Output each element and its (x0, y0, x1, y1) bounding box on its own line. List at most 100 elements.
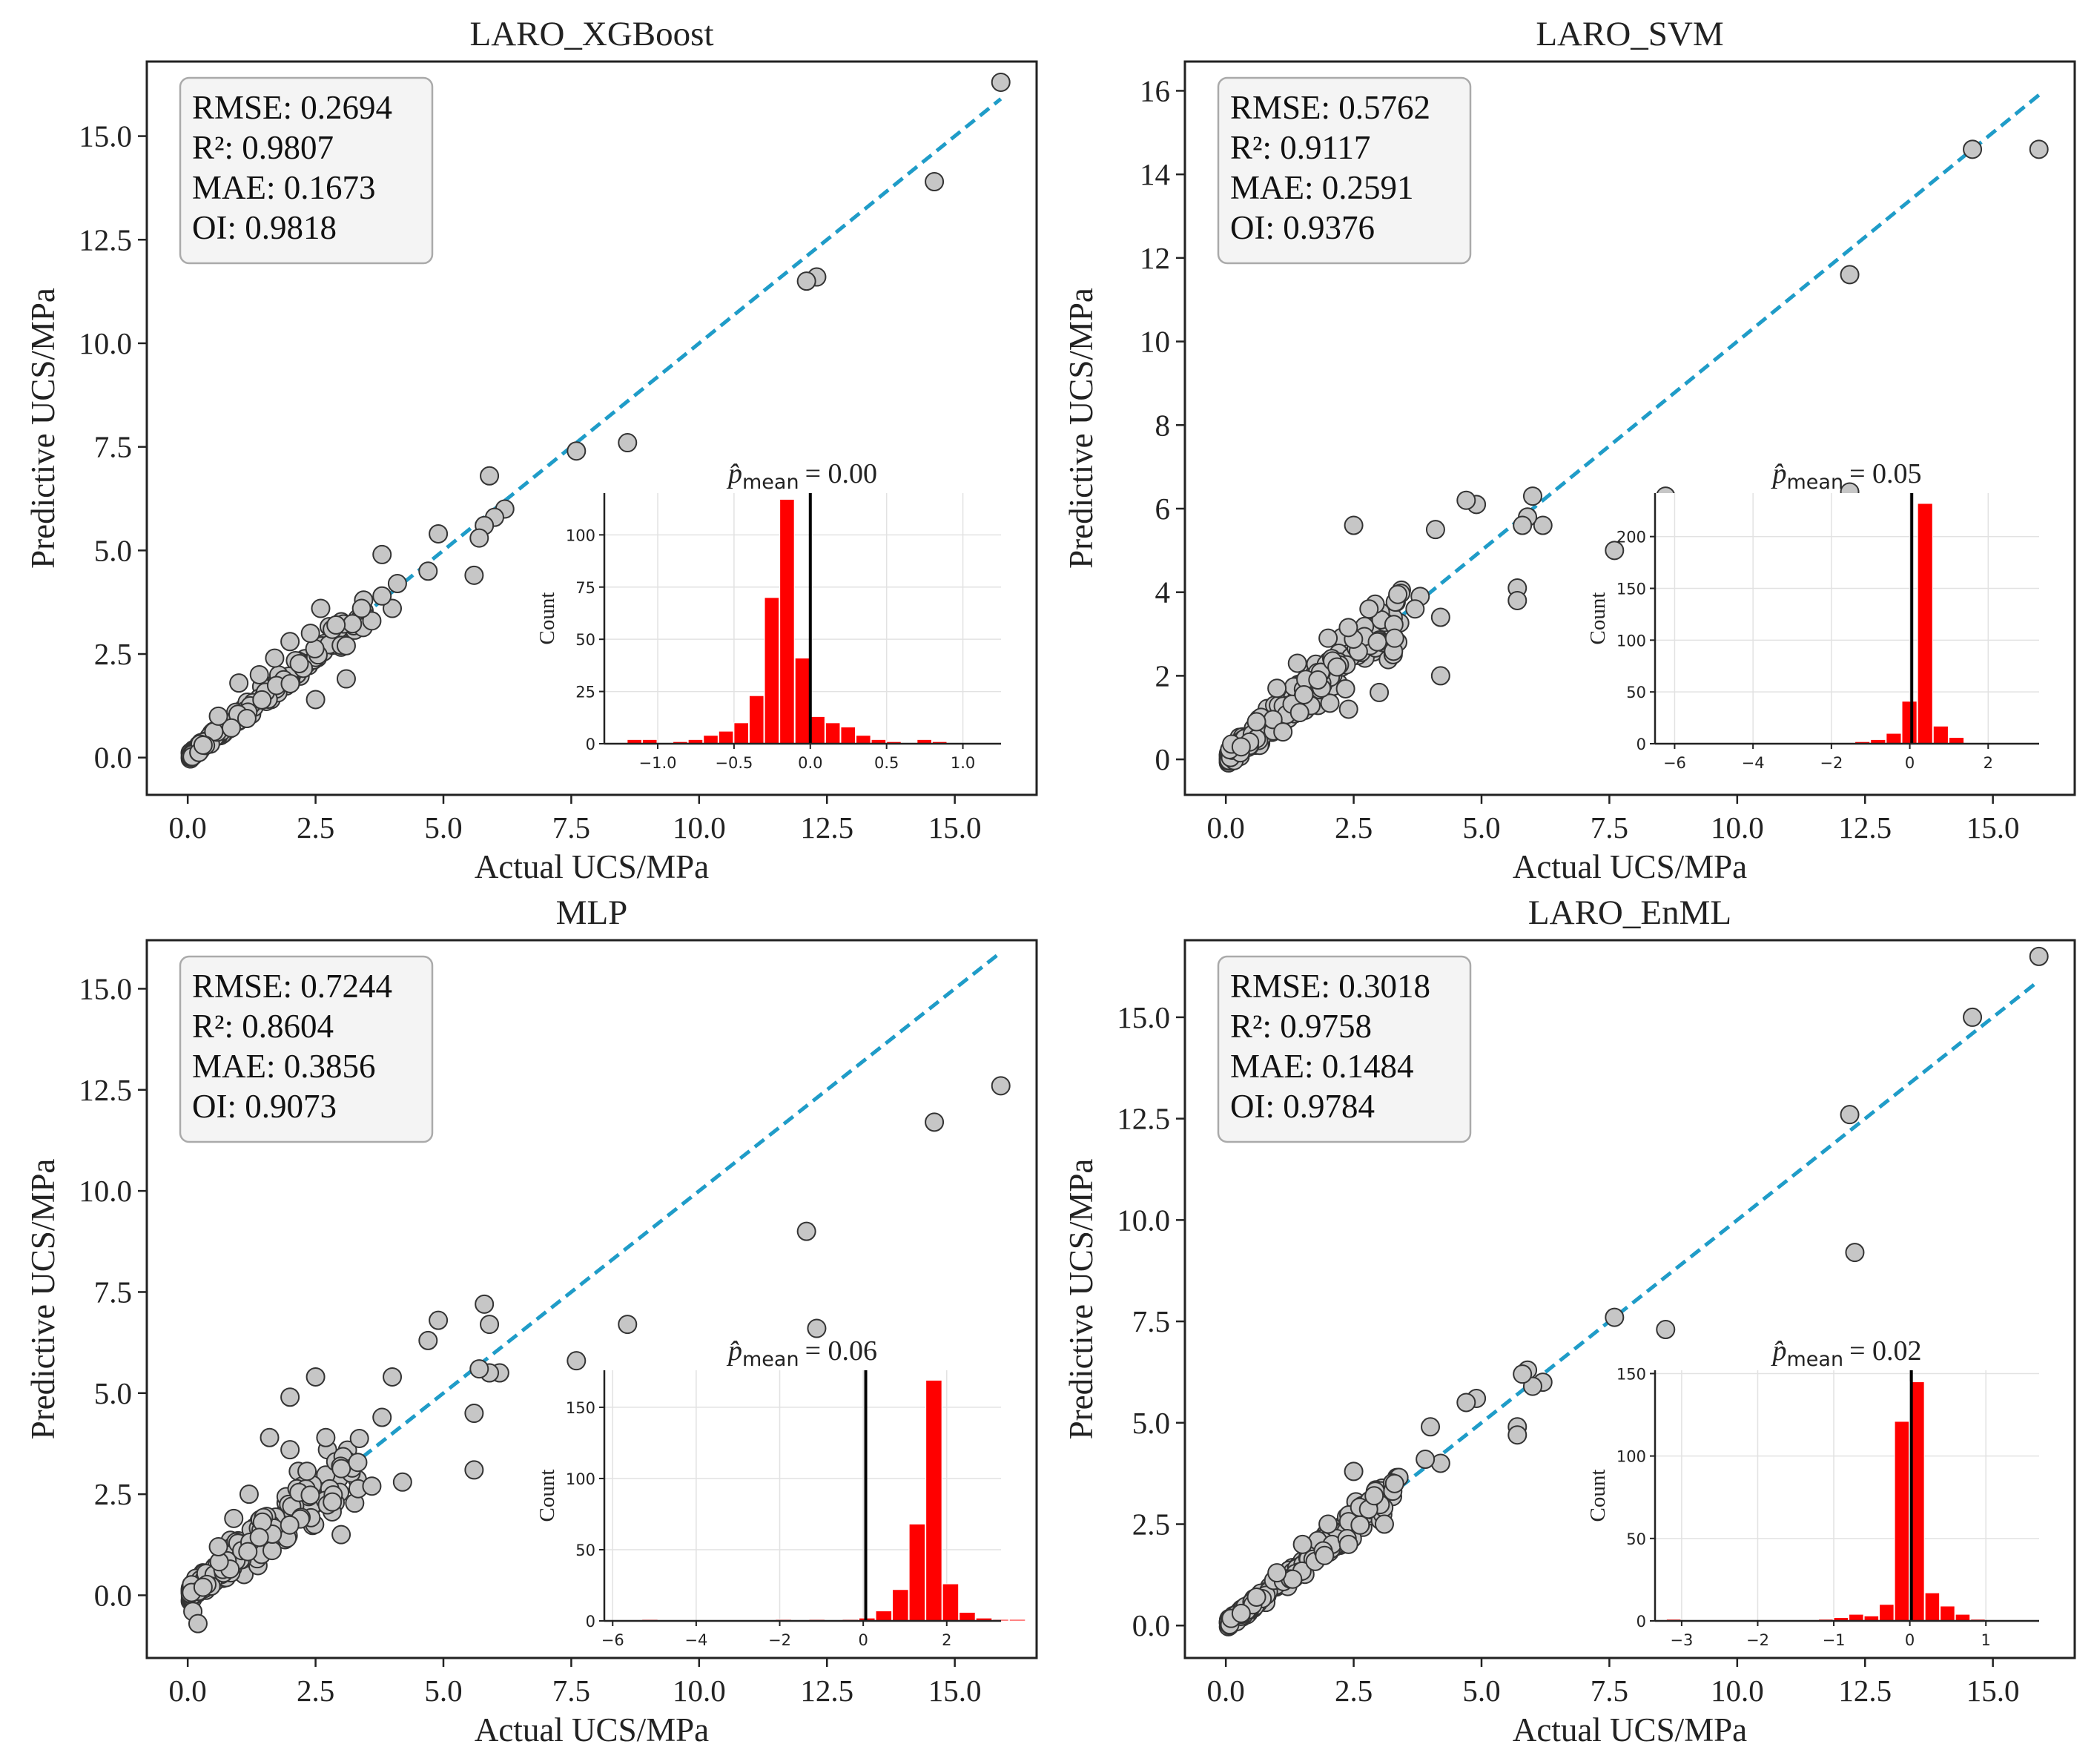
metric-oi: OI: 0.9784 (1230, 1088, 1375, 1125)
scatter-point (1267, 678, 1287, 698)
y-tick-label: 2.5 (94, 1477, 132, 1511)
y-axis-label: Predictive UCS/MPa (24, 1159, 62, 1440)
scatter-point (372, 544, 392, 564)
histogram-bar (1948, 737, 1965, 744)
metric-rmse: RMSE: 0.5762 (1230, 89, 1430, 126)
scatter-point (1318, 1514, 1338, 1534)
plot-frame (145, 939, 1038, 1659)
y-tick-label: 4 (1155, 575, 1171, 610)
x-axis-label: Actual UCS/MPa (1513, 1711, 1747, 1748)
scatter-point (1350, 1515, 1370, 1535)
histogram-bar (856, 735, 871, 744)
x-tick-label: 7.5 (1591, 810, 1628, 845)
scatter-point (925, 1112, 945, 1132)
histogram-bar (825, 722, 841, 744)
scatter-point (480, 1315, 500, 1335)
y-tick-label: 5.0 (94, 1376, 132, 1410)
scatter-point (1845, 1243, 1865, 1263)
scatter-point (418, 561, 438, 581)
x-axis-label: Actual UCS/MPa (475, 848, 709, 885)
y-axis-label: Predictive UCS/MPa (1063, 288, 1100, 569)
histogram-bar (1917, 503, 1933, 744)
residual-histogram-inset: −3 −2 −1 0 1 0 50 100 150 Count p̂mean = 0.02 (1586, 1335, 2039, 1649)
inset-y-tick-label: 50 (575, 1542, 595, 1559)
scatter-point (1338, 1534, 1358, 1554)
histogram-bar (1879, 1604, 1895, 1622)
histogram-bar (733, 722, 749, 744)
scatter-point (1338, 699, 1358, 719)
scatter-point (383, 1367, 403, 1387)
inset-x-tick-label: 0 (1905, 1631, 1915, 1649)
inset-title-subscript: mean (742, 1348, 799, 1371)
x-tick-label: 7.5 (552, 1674, 590, 1708)
panel-laro_xgboost: LARO_XGBoost 0.0 2.5 5.0 7.5 10.0 12.5 15.0 0.0 2… (24, 15, 1038, 885)
inset-title-value: = 0.02 (1849, 1335, 1921, 1367)
scatter-point (1359, 599, 1379, 619)
scatter-point (289, 654, 309, 674)
scatter-point (1344, 1461, 1364, 1481)
inset-y-tick-label: 100 (1616, 1448, 1646, 1466)
inset-y-tick-label: 100 (1616, 632, 1646, 650)
scatter-point (300, 624, 320, 644)
scatter-point (1246, 712, 1266, 732)
scatter-point (349, 1428, 369, 1448)
scatter-point (1273, 722, 1293, 742)
y-tick-label: 0 (1155, 742, 1171, 776)
scatter-point (1533, 515, 1553, 535)
scatter-point (305, 690, 326, 710)
scatter-point (1344, 515, 1364, 535)
histogram-bar (1924, 1592, 1941, 1622)
metric-mae: MAE: 0.3856 (192, 1048, 376, 1085)
x-tick-label: 0.0 (1207, 1674, 1245, 1708)
scatter-point (464, 1404, 484, 1424)
scatter-point (469, 1359, 489, 1379)
x-tick-label: 15.0 (928, 1674, 982, 1708)
inset-x-tick-label: 0 (1905, 754, 1915, 772)
histogram-bar (840, 726, 856, 744)
scatter-point (221, 718, 241, 738)
inset-y-tick-label: 100 (566, 526, 595, 544)
histogram-bar (794, 658, 810, 744)
metric-mae: MAE: 0.1484 (1230, 1048, 1414, 1085)
x-tick-label: 10.0 (673, 810, 726, 845)
scatter-point (480, 466, 500, 486)
histogram-bar (703, 735, 719, 744)
scatter-point (418, 1330, 438, 1350)
scatter-point (229, 673, 249, 693)
scatter-point (1315, 1545, 1335, 1565)
metric-r2: R²: 0.8604 (192, 1008, 334, 1045)
inset-x-tick-label: −2 (1746, 1631, 1769, 1649)
metric-r2: R²: 0.9758 (1230, 1008, 1372, 1045)
y-tick-label: 14 (1140, 157, 1170, 191)
scatter-point (372, 1407, 392, 1427)
metrics-box (1217, 955, 1472, 1143)
inset-x-tick-label: 0.0 (798, 754, 822, 772)
scatter-point (1246, 1587, 1266, 1607)
scatter-point (265, 648, 285, 668)
inset-y-tick-label: 200 (1616, 529, 1646, 546)
x-tick-label: 7.5 (1591, 1674, 1628, 1708)
y-tick-label: 10.0 (79, 1174, 132, 1208)
scatter-point (1338, 618, 1358, 638)
inset-y-tick-label: 150 (1616, 1365, 1646, 1383)
x-tick-label: 2.5 (297, 810, 334, 845)
metric-r2: R²: 0.9807 (192, 129, 334, 166)
inset-title-subscript: mean (1786, 471, 1843, 494)
scatter-point (991, 72, 1011, 92)
scatter-point (1656, 1320, 1676, 1340)
scatter-point (383, 598, 403, 618)
x-tick-label: 15.0 (1966, 810, 2020, 845)
inset-title-value: = 0.06 (805, 1335, 877, 1367)
scatter-point (925, 172, 945, 192)
scatter-point (1364, 1486, 1384, 1506)
histogram-bar (1894, 1421, 1910, 1622)
scatter-point (260, 1427, 280, 1447)
inset-title: p̂mean = 0.06 (726, 1335, 877, 1371)
x-tick-label: 10.0 (1711, 810, 1764, 845)
scatter-point (326, 615, 346, 635)
metric-mae: MAE: 0.2591 (1230, 169, 1414, 206)
x-tick-label: 0.0 (1207, 810, 1245, 845)
scatter-point (1522, 486, 1542, 506)
x-tick-label: 15.0 (928, 810, 982, 845)
scatter-point (224, 1508, 244, 1528)
